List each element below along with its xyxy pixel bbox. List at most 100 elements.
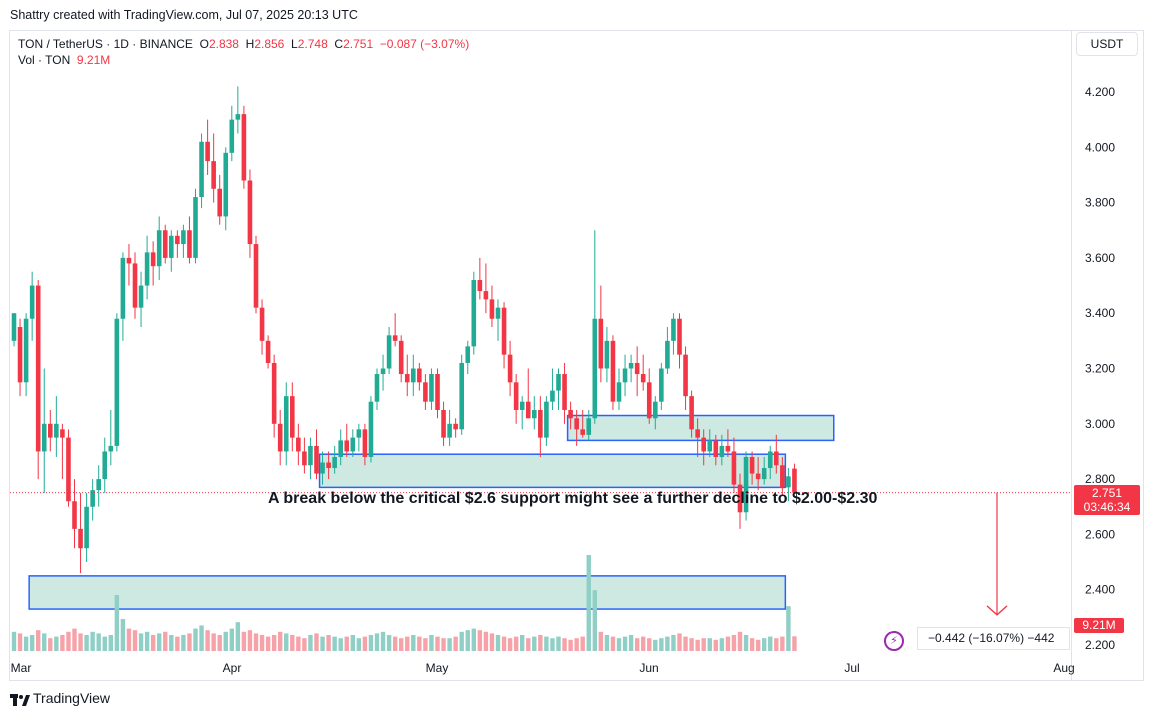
volume-bar <box>278 631 283 651</box>
volume-bar <box>641 636 646 651</box>
volume-bar <box>647 638 652 651</box>
volume-bar <box>229 628 234 651</box>
candle-body <box>35 285 41 452</box>
candle-body <box>217 188 222 217</box>
candle-body <box>459 362 464 430</box>
candle-body <box>477 280 483 292</box>
candle-body <box>187 230 192 258</box>
candle-body <box>259 307 265 341</box>
candle-body <box>646 382 652 419</box>
candle-body <box>707 440 713 452</box>
volume-bar <box>653 639 658 651</box>
candle-body <box>72 501 77 529</box>
candle-body <box>429 374 434 402</box>
volume-bar <box>665 636 670 651</box>
candle-body <box>792 468 797 493</box>
volume-bar <box>580 636 585 651</box>
chart-annotation-text[interactable]: A break below the critical $2.6 support … <box>268 490 878 507</box>
volume-bar <box>447 638 452 651</box>
support-zone-rect <box>318 453 787 489</box>
support-zones <box>28 414 835 610</box>
price-tick-label: 4.000 <box>1085 140 1115 154</box>
candle-body <box>308 445 313 466</box>
legend-volume-row: Vol · TON 9.21M <box>18 52 469 68</box>
volume-bar <box>308 635 313 651</box>
volume-bar <box>54 636 59 651</box>
candle-body <box>144 252 150 286</box>
volume-bar <box>501 636 507 651</box>
candle-body <box>665 340 670 369</box>
candle-body <box>265 340 271 363</box>
price-tick-label: 3.600 <box>1085 251 1115 265</box>
volume-label[interactable]: Vol · TON <box>18 53 71 67</box>
candle-body <box>513 382 519 410</box>
candle-body <box>162 230 168 258</box>
candle-body <box>17 327 23 383</box>
candle-body <box>483 291 489 300</box>
price-tick-label: 2.600 <box>1085 527 1115 541</box>
candle-body <box>568 409 573 419</box>
bar-countdown: 03:46:34 <box>1083 500 1131 514</box>
volume-bar <box>671 635 676 651</box>
volume-bar <box>616 638 622 651</box>
volume-bar <box>780 636 785 651</box>
volume-bar <box>423 638 428 651</box>
time-tick-label: Aug <box>1053 661 1074 675</box>
volume-bar <box>544 636 549 651</box>
candle-body <box>653 401 658 419</box>
volume-bar <box>96 633 101 651</box>
candle-body <box>671 318 676 341</box>
candle-body <box>755 473 761 480</box>
volume-bar <box>78 633 83 651</box>
volume-bar <box>17 633 23 651</box>
candle-body <box>108 445 114 452</box>
volume-bar <box>102 636 107 651</box>
candle-body <box>386 335 392 369</box>
candle-body <box>695 429 700 438</box>
volume-bar <box>786 606 791 651</box>
volume-value: 9.21M <box>76 53 111 67</box>
volume-bar <box>66 631 71 651</box>
candle-body <box>283 396 289 452</box>
candle-body <box>423 382 428 402</box>
high-value: 2.856 <box>254 37 285 51</box>
lightning-icon[interactable]: ⚡ <box>884 631 904 651</box>
candle-body <box>525 401 531 419</box>
symbol-name[interactable]: TON / TetherUS · 1D · BINANCE <box>18 37 193 51</box>
volume-bar <box>217 635 222 651</box>
price-tick-label: 3.400 <box>1085 306 1115 320</box>
candle-body <box>586 418 592 435</box>
volume-bar <box>338 638 343 651</box>
candle-body <box>392 335 398 341</box>
candle-body <box>374 374 380 402</box>
volume-bar <box>187 633 192 651</box>
volume-bar <box>459 631 464 651</box>
volume-bar <box>628 635 634 651</box>
support-zone-rect <box>566 414 835 442</box>
volume-bar <box>199 625 204 651</box>
candle-body <box>616 382 622 402</box>
volume-bar <box>320 636 325 651</box>
volume-bar <box>247 630 253 651</box>
candle-body <box>181 230 186 245</box>
volume-bar <box>60 635 65 651</box>
volume-bar <box>23 636 29 651</box>
volume-bar <box>471 628 476 651</box>
currency-button[interactable]: USDT <box>1076 32 1138 56</box>
candle-body <box>66 437 71 502</box>
volume-bar <box>453 636 458 651</box>
candle-body <box>138 285 144 308</box>
volume-bar <box>417 636 422 651</box>
volume-bar <box>532 636 537 651</box>
candle-body <box>725 445 731 452</box>
candle-body <box>320 462 325 474</box>
volume-bar <box>253 633 259 651</box>
volume-bar <box>193 628 198 651</box>
candle-body <box>326 462 331 469</box>
volume-bar <box>762 638 767 651</box>
tradingview-brand[interactable]: TradingView <box>10 690 110 706</box>
price-axis: 4.200 4.000 3.800 3.600 3.400 3.200 3.000 2.800… <box>1085 85 1115 652</box>
candle-body <box>592 318 598 419</box>
candle-body <box>737 484 743 513</box>
